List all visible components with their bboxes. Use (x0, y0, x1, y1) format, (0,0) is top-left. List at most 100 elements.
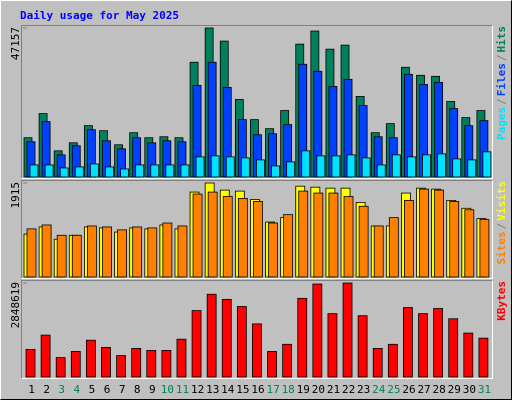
x-tick-label: 27 (417, 383, 430, 396)
y-tick-label: 2848619 (9, 282, 22, 328)
bar (236, 306, 247, 378)
x-tick-label: 6 (104, 383, 111, 396)
bar (252, 323, 262, 378)
panel-shadow (21, 180, 493, 279)
x-tick-label: 10 (161, 383, 174, 396)
x-tick-label: 28 (433, 383, 446, 396)
bar (177, 225, 188, 278)
bar (117, 229, 127, 278)
bar (343, 196, 354, 278)
bar (25, 349, 36, 378)
x-tick-label: 30 (463, 383, 476, 396)
x-tick-label: 23 (357, 383, 370, 396)
bar (301, 150, 311, 178)
bar (221, 298, 232, 378)
legend-entry: Hits (495, 26, 508, 53)
bar (210, 155, 220, 178)
bar (434, 189, 445, 278)
legend-separator: / (495, 98, 508, 105)
x-tick-label: 24 (372, 383, 386, 396)
bar (422, 154, 431, 178)
bar (74, 166, 84, 178)
bar (346, 154, 356, 178)
bar (206, 293, 217, 378)
bar (282, 343, 293, 378)
bar (222, 196, 233, 278)
legend-entry: Pages (495, 107, 508, 140)
bar (195, 156, 205, 178)
bar (464, 209, 475, 278)
y-tick-label: 47157 (9, 27, 22, 60)
bar (463, 332, 474, 378)
bar (316, 155, 326, 178)
bar (161, 350, 172, 378)
bar (358, 205, 369, 278)
bar (40, 334, 51, 378)
x-tick-label: 4 (74, 383, 81, 396)
bar (388, 217, 399, 278)
bar (44, 164, 54, 178)
bar (70, 351, 81, 378)
bar (357, 315, 368, 378)
x-tick-label: 13 (206, 383, 219, 396)
bar (41, 224, 52, 278)
bar (59, 167, 69, 178)
bar (482, 151, 492, 178)
bar (165, 164, 175, 178)
bar (55, 357, 66, 378)
panel-light (21, 25, 493, 179)
bar (419, 188, 429, 278)
bar (256, 159, 265, 178)
bar (479, 219, 490, 278)
y-tick-label: 1915 (9, 182, 22, 209)
panel-shadow (21, 280, 493, 379)
bar (89, 163, 99, 178)
bar (312, 283, 323, 378)
bar (101, 346, 111, 378)
x-tick-label: 7 (119, 383, 126, 396)
legend: KBytes (495, 281, 508, 321)
legend-separator: / (495, 54, 508, 61)
bar (240, 157, 250, 178)
bar (271, 165, 280, 178)
bar (29, 164, 39, 178)
panel-shadow (21, 25, 493, 179)
bar (283, 214, 294, 278)
legend-entry: KBytes (495, 281, 508, 321)
bar (298, 190, 309, 278)
bar (376, 164, 386, 178)
bar (116, 355, 126, 378)
bar (207, 191, 218, 278)
bar (297, 297, 308, 378)
bar (437, 153, 447, 178)
x-tick-label: 25 (387, 383, 400, 396)
x-tick-label: 22 (342, 383, 355, 396)
x-tick-label: 11 (176, 383, 189, 396)
x-tick-label: 1 (28, 383, 35, 396)
x-tick-label: 31 (478, 383, 491, 396)
bar (313, 192, 324, 278)
bar (342, 282, 353, 378)
bar (403, 307, 413, 378)
x-tick-label: 8 (134, 383, 141, 396)
bar (387, 343, 398, 378)
bar (407, 156, 416, 178)
bar (467, 159, 477, 178)
x-tick-label: 18 (282, 383, 295, 396)
bar (135, 164, 145, 178)
bar (452, 158, 462, 178)
bar (26, 228, 37, 278)
bar (56, 234, 67, 278)
bar (131, 347, 142, 378)
legend-entry: Visits (495, 181, 508, 221)
bar (418, 313, 428, 378)
bar (448, 318, 459, 378)
bar (267, 351, 277, 378)
legend-entry: Sites (495, 231, 508, 264)
legend-entry: Files (495, 63, 508, 96)
bar (391, 154, 401, 178)
bar (449, 201, 460, 278)
bar (180, 164, 190, 178)
bar (237, 198, 248, 278)
legend-separator: / (495, 222, 508, 229)
